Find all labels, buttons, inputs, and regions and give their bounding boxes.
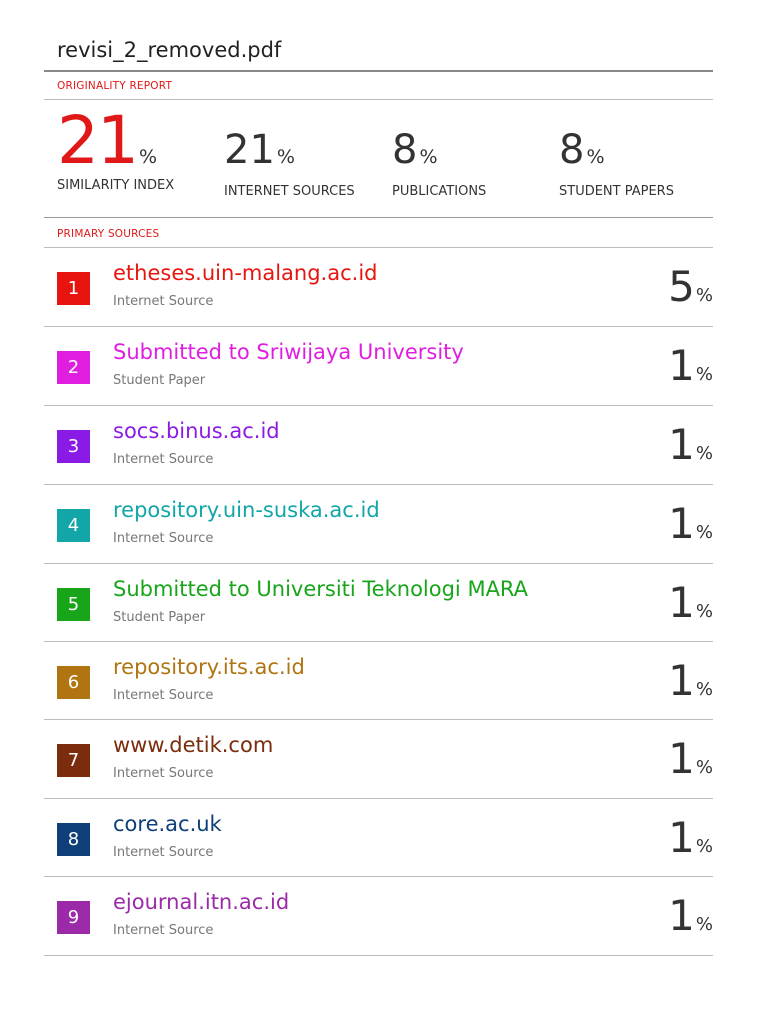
source-name-link[interactable]: socs.binus.ac.id: [113, 419, 280, 443]
source-name-link[interactable]: core.ac.uk: [113, 812, 222, 836]
section-divider: [44, 99, 713, 100]
source-type: Internet Source: [113, 294, 214, 309]
rank-badge: 4: [57, 509, 90, 542]
percentage-value: 5: [668, 262, 695, 311]
rank-badge: 7: [57, 744, 90, 777]
source-row[interactable]: 8 core.ac.uk Internet Source 1%: [44, 799, 713, 877]
source-name-link[interactable]: www.detik.com: [113, 733, 274, 757]
percentage-value: 1: [668, 656, 695, 705]
percentage-unit: %: [695, 364, 713, 385]
rank-badge: 5: [57, 588, 90, 621]
percentage-unit: %: [695, 679, 713, 700]
section-divider: [44, 247, 713, 248]
rank-badge: 2: [57, 351, 90, 384]
rank-badge: 3: [57, 430, 90, 463]
source-name-link[interactable]: repository.uin-suska.ac.id: [113, 498, 380, 522]
source-type: Student Paper: [113, 373, 206, 388]
row-divider: [44, 326, 713, 327]
source-percentage: 1%: [668, 424, 713, 466]
source-row[interactable]: 4 repository.uin-suska.ac.id Internet So…: [44, 485, 713, 563]
percentage-unit: %: [695, 914, 713, 935]
internet-sources-label: INTERNET SOURCES: [224, 184, 355, 199]
originality-report-label: ORIGINALITY REPORT: [57, 80, 173, 92]
source-percentage: 1%: [668, 895, 713, 937]
row-divider: [44, 405, 713, 406]
source-name-link[interactable]: etheses.uin-malang.ac.id: [113, 261, 378, 285]
percentage-unit: %: [695, 757, 713, 778]
rank-badge: 8: [57, 823, 90, 856]
source-percentage: 1%: [668, 660, 713, 702]
similarity-index-label: SIMILARITY INDEX: [57, 178, 175, 193]
student-papers-value: 8: [559, 127, 585, 173]
source-name-link[interactable]: repository.its.ac.id: [113, 655, 305, 679]
internet-sources-stat: 21% INTERNET SOURCES: [224, 130, 355, 199]
source-type: Internet Source: [113, 923, 214, 938]
section-divider: [44, 217, 713, 218]
title-divider: [44, 70, 713, 72]
source-row[interactable]: 5 Submitted to Universiti Teknologi MARA…: [44, 564, 713, 642]
row-divider: [44, 798, 713, 799]
row-divider: [44, 563, 713, 564]
source-name-link[interactable]: Submitted to Sriwijaya University: [113, 340, 464, 364]
source-type: Internet Source: [113, 845, 214, 860]
student-papers-label: STUDENT PAPERS: [559, 184, 674, 199]
source-row[interactable]: 1 etheses.uin-malang.ac.id Internet Sour…: [44, 248, 713, 326]
percentage-unit: %: [695, 601, 713, 622]
similarity-index-unit: %: [138, 146, 158, 168]
source-type: Student Paper: [113, 610, 206, 625]
row-divider: [44, 876, 713, 877]
internet-sources-value: 21: [224, 127, 275, 173]
source-percentage: 5%: [668, 266, 713, 308]
percentage-value: 1: [668, 891, 695, 940]
row-divider: [44, 719, 713, 720]
source-row[interactable]: 6 repository.its.ac.id Internet Source 1…: [44, 642, 713, 720]
source-type: Internet Source: [113, 766, 214, 781]
document-title: revisi_2_removed.pdf: [57, 38, 282, 62]
primary-sources-label: PRIMARY SOURCES: [57, 228, 160, 240]
student-papers-stat: 8% STUDENT PAPERS: [559, 130, 674, 199]
rank-badge: 1: [57, 272, 90, 305]
source-name-link[interactable]: ejournal.itn.ac.id: [113, 890, 290, 914]
source-percentage: 1%: [668, 738, 713, 780]
percentage-value: 1: [668, 341, 695, 390]
similarity-index-value: 21: [57, 102, 139, 179]
percentage-value: 1: [668, 499, 695, 548]
similarity-index-stat: 21% SIMILARITY INDEX: [57, 108, 175, 194]
source-row[interactable]: 9 ejournal.itn.ac.id Internet Source 1%: [44, 877, 713, 955]
source-percentage: 1%: [668, 582, 713, 624]
percentage-value: 1: [668, 813, 695, 862]
source-type: Internet Source: [113, 688, 214, 703]
student-papers-unit: %: [586, 146, 605, 168]
percentage-unit: %: [695, 836, 713, 857]
row-divider: [44, 484, 713, 485]
percentage-unit: %: [695, 285, 713, 306]
percentage-unit: %: [695, 522, 713, 543]
publications-value: 8: [392, 127, 418, 173]
row-divider: [44, 641, 713, 642]
percentage-value: 1: [668, 734, 695, 783]
row-divider: [44, 955, 713, 956]
source-row[interactable]: 7 www.detik.com Internet Source 1%: [44, 720, 713, 798]
source-percentage: 1%: [668, 817, 713, 859]
percentage-unit: %: [695, 443, 713, 464]
rank-badge: 9: [57, 901, 90, 934]
source-percentage: 1%: [668, 345, 713, 387]
percentage-value: 1: [668, 578, 695, 627]
source-row[interactable]: 3 socs.binus.ac.id Internet Source 1%: [44, 406, 713, 484]
source-row[interactable]: 2 Submitted to Sriwijaya University Stud…: [44, 327, 713, 405]
percentage-value: 1: [668, 420, 695, 469]
publications-unit: %: [419, 146, 438, 168]
publications-stat: 8% PUBLICATIONS: [392, 130, 486, 199]
internet-sources-unit: %: [276, 146, 295, 168]
publications-label: PUBLICATIONS: [392, 184, 487, 199]
rank-badge: 6: [57, 666, 90, 699]
source-type: Internet Source: [113, 531, 214, 546]
source-percentage: 1%: [668, 503, 713, 545]
source-type: Internet Source: [113, 452, 214, 467]
source-name-link[interactable]: Submitted to Universiti Teknologi MARA: [113, 577, 529, 601]
